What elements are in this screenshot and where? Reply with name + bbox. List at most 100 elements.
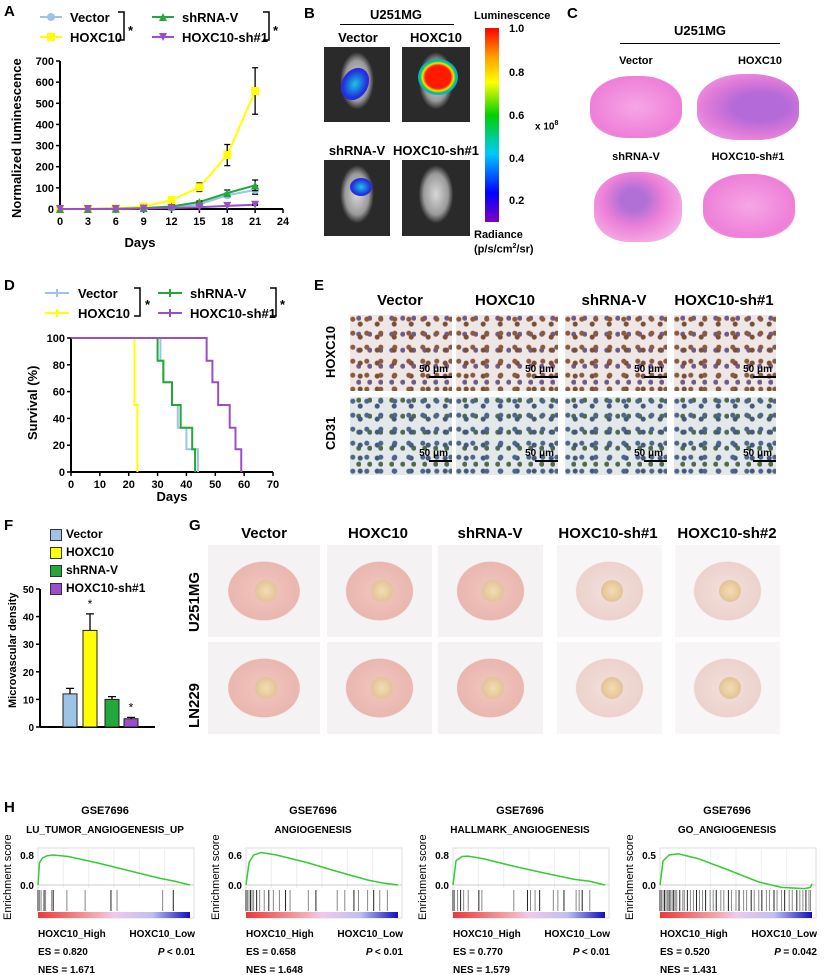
gsea-right-label: HOXC10_Low: [337, 929, 403, 940]
scale-bar: 50 μm: [525, 448, 558, 462]
bar: [104, 698, 120, 728]
enrichment-curve: [37, 854, 191, 886]
p-symbol: P: [365, 947, 375, 958]
error-bar: [127, 716, 135, 719]
image-label: HOXC10-sh#1: [393, 143, 479, 158]
significance-star: *: [280, 297, 286, 312]
divider: [620, 43, 780, 44]
survival-curve: [71, 337, 197, 472]
legend-vector: Vector: [78, 286, 118, 301]
panel-label-a: A: [4, 3, 15, 20]
y-tick-label: 20: [53, 440, 65, 452]
scale-bar: 50 μm: [743, 448, 776, 462]
p-value: < 0.01: [581, 947, 610, 958]
image-label: Vector: [619, 55, 653, 67]
ranked-list-gradient: [660, 912, 812, 918]
gsea-gene-set: GO_ANGIOGENESIS: [677, 825, 777, 836]
gelatin-sponge: [371, 579, 394, 602]
multiplier-base: x 10: [535, 121, 555, 133]
scale-bar: 50 μm: [419, 448, 452, 462]
p-value: < 0.01: [374, 947, 403, 958]
plot-area: [659, 847, 817, 919]
series-line: [60, 203, 256, 210]
image-label: HOXC10: [737, 55, 783, 67]
gsea-gene-set: ANGIOGENESIS: [274, 825, 352, 836]
legend-shrna-v: shRNA-V: [182, 10, 239, 25]
significance-bracket: [263, 11, 270, 41]
gsea-gene-set: LU_TUMOR_ANGIOGENESIS_UP: [26, 825, 184, 836]
gsea-p-value: P < 0.01: [573, 948, 610, 958]
image-label: HOXC10-sh#1: [711, 151, 785, 163]
multiplier-exponent: 8: [554, 120, 559, 127]
ihc-image: 50 μm: [674, 315, 776, 391]
radiance-unit: (p/s/cm2/sr): [474, 243, 534, 256]
data-point: [167, 203, 176, 212]
gsea-left-label: HOXC10_High: [453, 929, 521, 940]
legend-marker: [47, 13, 55, 21]
legend-marker: [47, 33, 55, 41]
y-tick-label: 0.8: [20, 851, 34, 862]
y-tick-label: 700: [36, 56, 54, 68]
column-label: Vector: [377, 292, 423, 309]
divider: [340, 24, 454, 25]
y-tick-label: 10: [23, 695, 35, 706]
error-bar: [86, 613, 94, 631]
x-tick-label: 18: [221, 216, 233, 228]
x-tick-label: 50: [209, 479, 221, 491]
column-label: HOXC10: [474, 292, 536, 309]
y-axis-label: Normalized luminescence: [9, 58, 24, 218]
y-tick-label: 0.0: [228, 881, 242, 892]
panel-label-b: B: [304, 5, 315, 22]
gsea-left-label: HOXC10_High: [246, 929, 314, 940]
significance-bracket: [270, 287, 277, 317]
data-point: [223, 189, 232, 198]
enrichment-curve: [245, 851, 399, 886]
cell-line-label: U251MG: [673, 23, 727, 38]
gsea-es: ES = 0.658: [246, 947, 296, 958]
data-point: [83, 205, 92, 213]
legend-vector: Vector: [70, 10, 110, 25]
y-tick-label: 0.0: [642, 881, 656, 892]
legend-swatch: [50, 565, 62, 577]
cell-line-label: U251MG: [369, 7, 423, 22]
column-label: HOXC10-sh#1: [674, 292, 774, 309]
ihc-image: 50 μm: [456, 315, 558, 391]
ihc-image: 50 μm: [456, 397, 558, 475]
colorbar-tick: 0.8: [509, 67, 525, 79]
gelatin-sponge: [255, 579, 278, 602]
y-axis-label: Enrichment score: [210, 834, 222, 920]
bioluminescence-image-hoxc10: [402, 47, 470, 122]
colorbar-tick: 0.6: [509, 110, 525, 122]
legend-hoxc10-sh1: HOXC10-sh#1: [190, 306, 276, 321]
survival-curve: [71, 337, 243, 472]
ihc-image: 50 μm: [674, 397, 776, 475]
error-bar: [108, 695, 116, 700]
gsea-es: ES = 0.820: [38, 947, 88, 958]
x-tick-label: 6: [113, 216, 119, 228]
x-tick-label: 30: [151, 479, 163, 491]
x-tick-label: 9: [141, 216, 147, 228]
data-point: [251, 181, 260, 190]
x-tick-label: 15: [193, 216, 205, 228]
y-axis-label: Microvascular density: [7, 592, 19, 708]
enrichment-curve: [659, 853, 813, 890]
row-label: U251MG: [186, 571, 203, 632]
gsea-right-label: HOXC10_Low: [544, 929, 610, 940]
panel-label-c: C: [567, 5, 578, 22]
bar: [123, 718, 139, 728]
brain-section-hoxc10: [697, 74, 799, 140]
legend-label: HOXC10: [66, 545, 115, 559]
gsea-nes: NES = 1.431: [660, 965, 717, 975]
gelatin-sponge: [482, 676, 505, 699]
panel-label-g: G: [189, 517, 201, 534]
data-point: [139, 204, 148, 213]
x-tick-label: 20: [123, 479, 135, 491]
gsea-nes: NES = 1.671: [38, 965, 95, 975]
gsea-right-label: HOXC10_Low: [751, 929, 817, 940]
ihc-image: 50 μm: [565, 315, 667, 391]
gelatin-sponge: [255, 676, 278, 699]
cam-assay-image: [208, 545, 320, 637]
colorbar-title: Luminescence: [474, 10, 551, 22]
row-label: LN229: [186, 682, 203, 728]
